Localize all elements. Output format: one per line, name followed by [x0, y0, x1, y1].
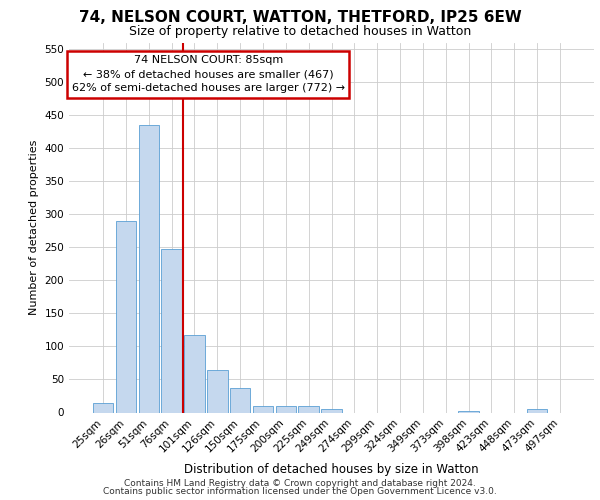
Bar: [275, 406, 296, 412]
Text: Contains HM Land Registry data © Crown copyright and database right 2024.: Contains HM Land Registry data © Crown c…: [124, 478, 476, 488]
Bar: [116, 221, 136, 412]
Bar: [93, 402, 113, 412]
Bar: [139, 125, 159, 412]
Bar: [321, 409, 342, 412]
Bar: [458, 410, 479, 412]
Bar: [527, 409, 547, 412]
Bar: [230, 388, 250, 412]
Bar: [184, 334, 205, 412]
Text: 74 NELSON COURT: 85sqm
← 38% of detached houses are smaller (467)
62% of semi-de: 74 NELSON COURT: 85sqm ← 38% of detached…: [71, 56, 344, 94]
Y-axis label: Number of detached properties: Number of detached properties: [29, 140, 39, 315]
Bar: [161, 248, 182, 412]
Text: Size of property relative to detached houses in Watton: Size of property relative to detached ho…: [129, 25, 471, 38]
Bar: [207, 370, 227, 412]
Text: 74, NELSON COURT, WATTON, THETFORD, IP25 6EW: 74, NELSON COURT, WATTON, THETFORD, IP25…: [79, 10, 521, 25]
Bar: [253, 406, 273, 412]
X-axis label: Distribution of detached houses by size in Watton: Distribution of detached houses by size …: [184, 462, 479, 475]
Bar: [298, 406, 319, 412]
Text: Contains public sector information licensed under the Open Government Licence v3: Contains public sector information licen…: [103, 487, 497, 496]
